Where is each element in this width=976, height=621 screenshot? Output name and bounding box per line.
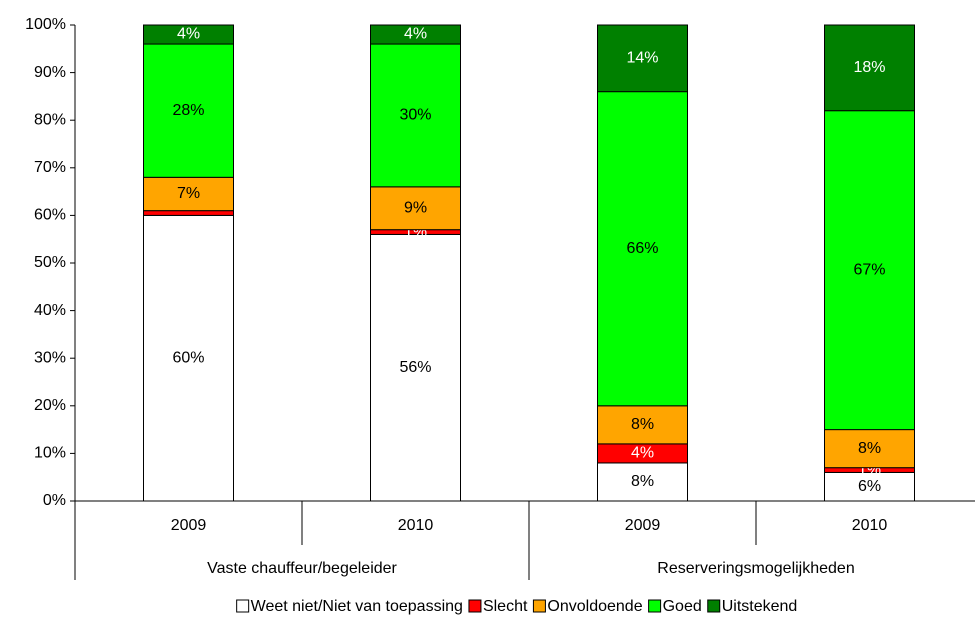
- x-tick-label: 2010: [852, 517, 888, 534]
- bar-segment: [143, 210, 234, 216]
- y-tick-label: 60%: [34, 207, 66, 224]
- data-label: 4%: [631, 445, 654, 462]
- legend-swatch: [468, 599, 482, 613]
- data-label: 28%: [172, 102, 204, 119]
- legend-label: Goed: [663, 598, 702, 615]
- y-tick-label: 30%: [34, 349, 66, 366]
- bar-segment: [370, 43, 461, 188]
- bar-segment: [143, 24, 234, 45]
- y-tick-label: 0%: [43, 492, 66, 509]
- legend-swatch: [236, 599, 250, 613]
- x-tick-label: 2010: [398, 517, 434, 534]
- group-label: Vaste chauffeur/begeleider: [207, 560, 397, 577]
- bar-segment: [597, 405, 688, 445]
- bar-segment: [143, 176, 234, 212]
- data-label: 8%: [631, 473, 654, 490]
- y-tick-label: 70%: [34, 159, 66, 176]
- legend-label: Slecht: [483, 598, 528, 615]
- y-tick-label: 90%: [34, 64, 66, 81]
- bar-segment: [824, 429, 915, 469]
- y-tick-label: 40%: [34, 302, 66, 319]
- data-label: 18%: [853, 59, 885, 76]
- y-tick-label: 80%: [34, 111, 66, 128]
- data-label: 4%: [404, 26, 427, 43]
- data-label: 56%: [399, 359, 431, 376]
- data-label: 9%: [404, 199, 427, 216]
- x-tick-label: 2009: [171, 517, 207, 534]
- legend-label: Uitstekend: [722, 598, 798, 615]
- data-label: 14%: [626, 50, 658, 67]
- x-tick-label: 2009: [625, 517, 661, 534]
- data-label: 66%: [626, 240, 658, 257]
- bar-segment: [143, 43, 234, 178]
- data-label: 30%: [399, 107, 431, 124]
- legend-swatch: [707, 599, 721, 613]
- bar-segment: [370, 233, 461, 502]
- data-label: 60%: [172, 349, 204, 366]
- y-tick-label: 20%: [34, 397, 66, 414]
- legend-swatch: [648, 599, 662, 613]
- legend-swatch: [532, 599, 546, 613]
- bar-segment: [597, 462, 688, 502]
- bar-segment: [824, 471, 915, 502]
- data-label: 67%: [853, 261, 885, 278]
- legend-label: Onvoldoende: [547, 598, 642, 615]
- data-label: 6%: [858, 478, 881, 495]
- y-tick-label: 100%: [25, 16, 66, 33]
- data-label: 8%: [631, 416, 654, 433]
- bar-segment: [597, 91, 688, 407]
- data-label: 4%: [177, 26, 200, 43]
- bar-segment: [370, 186, 461, 231]
- data-label: 8%: [858, 440, 881, 457]
- y-tick-label: 10%: [34, 445, 66, 462]
- bar-segment: [143, 214, 234, 502]
- bar-segment: [370, 24, 461, 45]
- y-tick-label: 50%: [34, 254, 66, 271]
- legend-label: Weet niet/Niet van toepassing: [251, 598, 463, 615]
- bar-segment: [824, 24, 915, 112]
- data-label: 7%: [177, 185, 200, 202]
- bar-segment: [597, 24, 688, 93]
- group-label: Reserveringsmogelijkheden: [657, 560, 854, 577]
